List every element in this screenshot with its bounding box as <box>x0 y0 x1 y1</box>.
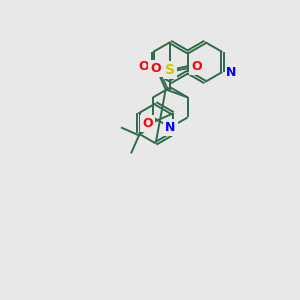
Text: O: O <box>142 117 153 130</box>
Text: O: O <box>139 59 149 73</box>
Text: N: N <box>226 65 237 79</box>
Text: O: O <box>191 59 202 73</box>
Text: N: N <box>165 121 176 134</box>
Text: O: O <box>150 62 161 75</box>
Text: S: S <box>165 63 176 77</box>
